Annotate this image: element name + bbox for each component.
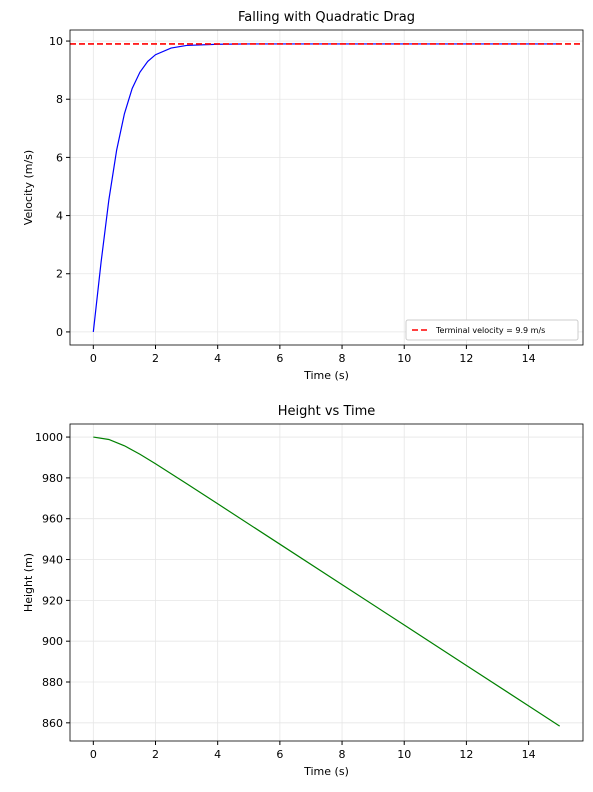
x-tick-label: 2 — [152, 352, 159, 365]
data-line — [92, 43, 560, 332]
y-axis-label: Velocity (m/s) — [22, 150, 35, 225]
x-tick-label: 10 — [397, 748, 411, 761]
y-tick-label: 10 — [49, 35, 63, 48]
x-tick-label: 8 — [339, 352, 346, 365]
x-axis-label: Time (s) — [303, 765, 349, 778]
chart-title: Height vs Time — [278, 404, 376, 419]
x-tick-label: 14 — [522, 352, 536, 365]
data-line — [93, 436, 561, 727]
y-tick-label: 8 — [56, 93, 63, 106]
chart-title: Falling with Quadratic Drag — [238, 10, 415, 25]
axes-frame — [69, 423, 584, 742]
y-axis-label: Height (m) — [22, 553, 35, 612]
y-tick-label: 940 — [42, 554, 63, 567]
y-tick-label: 880 — [42, 676, 63, 689]
y-tick-label: 2 — [56, 268, 63, 281]
x-tick-label: 10 — [397, 352, 411, 365]
legend-label: Terminal velocity = 9.9 m/s — [435, 326, 545, 335]
x-tick-label: 12 — [459, 352, 473, 365]
x-tick-label: 6 — [276, 352, 283, 365]
x-tick-label: 0 — [90, 748, 97, 761]
y-tick-label: 860 — [42, 717, 63, 730]
x-tick-label: 4 — [214, 352, 221, 365]
y-tick-label: 900 — [42, 635, 63, 648]
x-axis-label: Time (s) — [303, 369, 349, 382]
y-tick-label: 980 — [42, 472, 63, 485]
y-tick-label: 920 — [42, 594, 63, 607]
axes-frame — [69, 29, 584, 346]
x-tick-label: 12 — [459, 748, 473, 761]
y-tick-label: 1000 — [35, 431, 63, 444]
x-tick-label: 4 — [214, 748, 221, 761]
y-tick-label: 960 — [42, 513, 63, 526]
x-tick-label: 2 — [152, 748, 159, 761]
x-tick-label: 8 — [339, 748, 346, 761]
y-tick-label: 6 — [56, 151, 63, 164]
y-tick-label: 4 — [56, 210, 63, 223]
x-tick-label: 6 — [276, 748, 283, 761]
legend — [405, 319, 579, 341]
y-tick-label: 0 — [56, 326, 63, 339]
x-tick-label: 14 — [522, 748, 536, 761]
x-tick-label: 0 — [90, 352, 97, 365]
